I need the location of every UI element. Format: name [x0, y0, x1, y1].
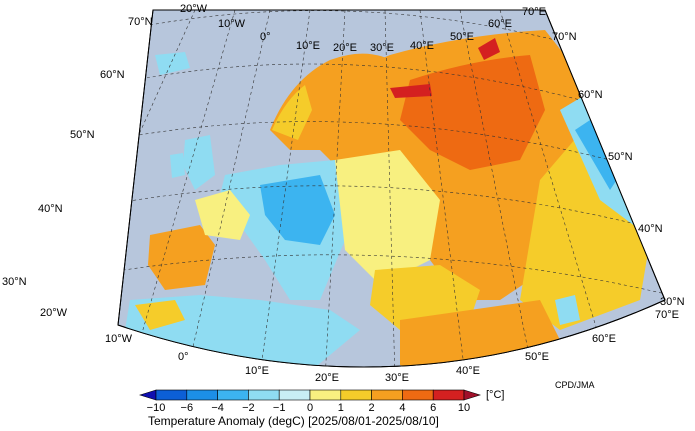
lon-label-bottom-5: 30°E	[385, 372, 409, 384]
lat-label-right-3: 40°N	[638, 223, 663, 235]
lat-label-left-0: 70°N	[128, 16, 153, 28]
colorbar-segment	[340, 389, 372, 401]
lon-label-top-1: 10°W	[218, 18, 246, 30]
arabia-cool-spot	[555, 295, 580, 325]
colorbar-segment	[155, 389, 188, 401]
lat-label-left-3: 40°N	[38, 203, 63, 215]
colorbar-tick-label: 1	[338, 402, 344, 414]
lon-label-bottom-1: 10°W	[105, 333, 133, 345]
lon-label-top-8: 60°E	[488, 18, 512, 30]
lat-60	[134, 63, 581, 101]
colorbar-tick-label: −1	[273, 402, 286, 414]
graticule	[118, 10, 665, 367]
colorbar-segment	[371, 389, 403, 401]
colorbar-segment	[309, 389, 342, 401]
colorbar-segment	[402, 389, 434, 401]
lon-label-top-3: 10°E	[296, 40, 320, 52]
colorbar-tick-label: −2	[242, 402, 255, 414]
north-africa-warm-west	[135, 300, 185, 330]
longitude-labels-bottom: 20°W 10°W 0° 10°E 20°E 30°E 40°E 50°E 60…	[40, 307, 679, 384]
lon-label-top-5: 30°E	[370, 42, 394, 54]
map-title: Temperature Anomaly (degC) [2025/08/01-2…	[148, 414, 439, 428]
lon-label-bottom-2: 0°	[178, 351, 189, 363]
lon-label-bottom-8: 60°E	[592, 333, 616, 345]
latitude-labels-right: 70°N 60°N 50°N 40°N 30°N	[552, 31, 685, 308]
lon-label-bottom-4: 20°E	[315, 372, 339, 384]
colorbar-segment	[278, 389, 311, 401]
east-europe-mild	[335, 150, 440, 285]
lon-10e	[259, 10, 311, 367]
colorbar-tick-label: −6	[181, 402, 194, 414]
colorbar-segment	[217, 389, 249, 401]
lat-30	[118, 254, 665, 296]
latitude-labels-left: 70°N 60°N 50°N 40°N 30°N	[2, 16, 153, 288]
colorbar-tick-label: 2	[369, 402, 375, 414]
lon-label-bottom-6: 40°E	[456, 365, 480, 377]
lon-label-top-6: 40°E	[410, 40, 434, 52]
france-mild	[195, 190, 250, 240]
lon-label-bottom-0: 20°W	[40, 307, 68, 319]
lat-label-right-1: 60°N	[578, 89, 603, 101]
colorbar-tick-label: 10	[458, 402, 470, 414]
lat-70	[149, 10, 556, 41]
colorbar-tick-label: −10	[147, 402, 166, 414]
iceland-cool	[155, 52, 190, 75]
lat-label-left-2: 50°N	[70, 129, 95, 141]
colorbar-segment	[248, 389, 280, 401]
colorbar-tick-label: 4	[399, 402, 405, 414]
colorbar-units: [°C]	[486, 389, 504, 401]
lon-label-bottom-7: 50°E	[525, 351, 549, 363]
lat-50	[118, 121, 611, 161]
credit-label: CPD/JMA	[555, 380, 595, 390]
lat-label-right-4: 30°N	[660, 296, 685, 308]
kara-extreme-spot	[478, 38, 500, 60]
lat-label-right-0: 70°N	[552, 31, 577, 43]
middle-east-warm	[400, 300, 560, 367]
map-border	[117, 9, 666, 368]
colorbar-segment	[432, 389, 465, 401]
lat-label-left-1: 60°N	[100, 69, 125, 81]
colorbar-low-extension	[138, 389, 157, 401]
lon-20e	[324, 10, 346, 367]
colorbar-tick-label: 6	[430, 402, 436, 414]
lon-40e	[419, 10, 466, 367]
colorbar: −10 −6 −4 −2 −1 0 1 2 4 6 10	[138, 389, 482, 414]
iberia-warm	[148, 225, 215, 290]
scandinavia-cool-coast	[272, 85, 312, 140]
lon-label-top-2: 0°	[260, 31, 271, 43]
lon-30e	[384, 10, 396, 367]
colorbar-high-extension	[463, 389, 482, 401]
lon-label-top-0: 20°W	[180, 3, 208, 15]
colorbar-tick-label: −4	[211, 402, 224, 414]
lon-label-bottom-3: 10°E	[245, 365, 269, 377]
longitude-labels-top: 20°W 10°W 0° 10°E 20°E 30°E 40°E 50°E 60…	[180, 3, 546, 54]
lon-label-top-7: 50°E	[450, 31, 474, 43]
lat-label-left-4: 30°N	[2, 276, 27, 288]
russia-extreme-spot	[390, 84, 432, 98]
colorbar-segment	[186, 389, 218, 401]
britain-cool	[183, 135, 215, 190]
lon-label-bottom-9: 70°E	[655, 309, 679, 321]
lon-label-top-4: 20°E	[333, 42, 357, 54]
lon-label-top-9: 70°E	[522, 6, 546, 18]
colorbar-tick-label: 0	[307, 402, 313, 414]
central-europe-cooler	[260, 175, 335, 245]
ireland-cool	[170, 153, 185, 178]
lat-label-right-2: 50°N	[608, 151, 633, 163]
